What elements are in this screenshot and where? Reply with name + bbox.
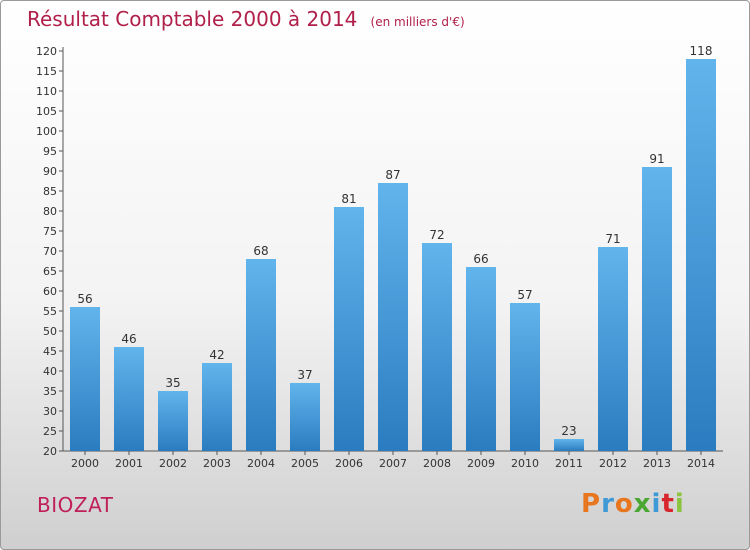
data-label-2009: 66 bbox=[473, 252, 488, 266]
y-tick-label: 100 bbox=[36, 125, 57, 138]
x-tick-label-2009: 2009 bbox=[467, 457, 495, 470]
y-tick-label: 80 bbox=[43, 205, 57, 218]
data-label-2010: 57 bbox=[517, 288, 532, 302]
x-tick-label-2011: 2011 bbox=[555, 457, 583, 470]
y-tick-label: 110 bbox=[36, 85, 57, 98]
y-tick-label: 60 bbox=[43, 285, 57, 298]
data-labels: 56 46 35 42 68 37 81 87 72 66 57 23 71 91 118 bbox=[77, 44, 712, 438]
data-label-2012: 71 bbox=[605, 232, 620, 246]
bar-2011 bbox=[554, 439, 584, 451]
axes: 20 25 30 35 40 45 50 55 60 65 70 75 80 85 90 95 100 105 11… bbox=[36, 45, 723, 470]
y-tick-label: 35 bbox=[43, 385, 57, 398]
title-row: Résultat Comptable 2000 à 2014 (en milli… bbox=[27, 7, 465, 31]
data-label-2014: 118 bbox=[690, 44, 713, 58]
y-tick-label: 70 bbox=[43, 245, 57, 258]
proxiti-logo[interactable]: Proxiti bbox=[581, 489, 685, 519]
logo-letter: t bbox=[661, 489, 675, 519]
x-tick-label-2010: 2010 bbox=[511, 457, 539, 470]
x-tick-label-2004: 2004 bbox=[247, 457, 275, 470]
data-label-2013: 91 bbox=[649, 152, 664, 166]
y-tick-label: 115 bbox=[36, 65, 57, 78]
y-tick-label: 85 bbox=[43, 185, 57, 198]
data-label-2003: 42 bbox=[209, 348, 224, 362]
bar-2008 bbox=[422, 243, 452, 451]
y-tick-label: 75 bbox=[43, 225, 57, 238]
data-label-2008: 72 bbox=[429, 228, 444, 242]
x-tick-label-2008: 2008 bbox=[423, 457, 451, 470]
bar-2001 bbox=[114, 347, 144, 451]
logo-letter: x bbox=[633, 489, 652, 519]
bar-2005 bbox=[290, 383, 320, 451]
x-tick-label-2005: 2005 bbox=[291, 457, 319, 470]
y-tick-label: 95 bbox=[43, 145, 57, 158]
bars bbox=[70, 59, 716, 451]
y-tick-label: 40 bbox=[43, 365, 57, 378]
y-tick-label: 55 bbox=[43, 305, 57, 318]
data-label-2000: 56 bbox=[77, 292, 92, 306]
bar-2000 bbox=[70, 307, 100, 451]
logo-letter: o bbox=[614, 489, 634, 519]
data-label-2002: 35 bbox=[165, 376, 180, 390]
data-label-2005: 37 bbox=[297, 368, 312, 382]
data-label-2004: 68 bbox=[253, 244, 268, 258]
bar-2006 bbox=[334, 207, 364, 451]
y-tick-label: 120 bbox=[36, 45, 57, 58]
data-label-2001: 46 bbox=[121, 332, 136, 346]
y-tick-label: 20 bbox=[43, 445, 57, 458]
logo-letter: P bbox=[581, 489, 602, 519]
data-label-2011: 23 bbox=[561, 424, 576, 438]
y-tick-label: 45 bbox=[43, 345, 57, 358]
bar-2003 bbox=[202, 363, 232, 451]
logo-letter: i bbox=[651, 489, 662, 519]
x-tick-label-2007: 2007 bbox=[379, 457, 407, 470]
bar-2012 bbox=[598, 247, 628, 451]
x-tick-label-2002: 2002 bbox=[159, 457, 187, 470]
x-tick-label-2003: 2003 bbox=[203, 457, 231, 470]
x-tick-label-2001: 2001 bbox=[115, 457, 143, 470]
y-tick-label: 105 bbox=[36, 105, 57, 118]
x-tick-label-2013: 2013 bbox=[643, 457, 671, 470]
x-tick-label-2006: 2006 bbox=[335, 457, 363, 470]
chart-subtitle: (en milliers d'€) bbox=[370, 15, 465, 29]
commune-name: BIOZAT bbox=[37, 493, 114, 517]
data-label-2007: 87 bbox=[385, 168, 400, 182]
y-tick-label: 50 bbox=[43, 325, 57, 338]
logo-letter: i bbox=[674, 489, 685, 519]
y-tick-label: 65 bbox=[43, 265, 57, 278]
bar-2009 bbox=[466, 267, 496, 451]
data-label-2006: 81 bbox=[341, 192, 356, 206]
bar-2013 bbox=[642, 167, 672, 451]
bar-2014 bbox=[686, 59, 716, 451]
bar-2004 bbox=[246, 259, 276, 451]
x-tick-label-2000: 2000 bbox=[71, 457, 99, 470]
bar-2010 bbox=[510, 303, 540, 451]
x-tick-label-2014: 2014 bbox=[687, 457, 715, 470]
y-tick-label: 25 bbox=[43, 425, 57, 438]
bar-2007 bbox=[378, 183, 408, 451]
bar-2002 bbox=[158, 391, 188, 451]
chart-title: Résultat Comptable 2000 à 2014 bbox=[27, 7, 358, 31]
logo-letter: r bbox=[601, 489, 615, 519]
y-tick-label: 30 bbox=[43, 405, 57, 418]
x-tick-label-2012: 2012 bbox=[599, 457, 627, 470]
y-tick-label: 90 bbox=[43, 165, 57, 178]
